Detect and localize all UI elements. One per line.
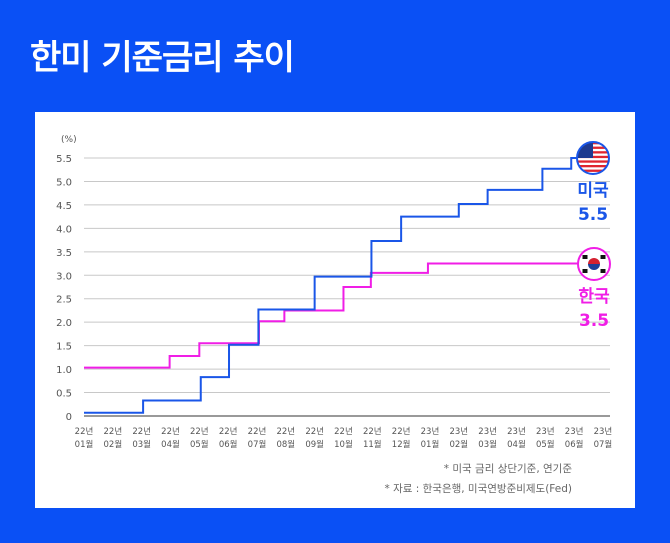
taegeuk-red <box>588 258 600 264</box>
y-tick-label: 4.5 <box>56 201 72 212</box>
x-tick-label-month: 07월 <box>248 439 267 450</box>
y-tick-label: 2.5 <box>56 295 72 306</box>
x-tick-label-month: 09월 <box>305 439 324 450</box>
x-tick-label-month: 04월 <box>507 439 526 450</box>
footnote-basis: * 미국 금리 상단기준, 연기준 <box>443 463 572 475</box>
x-tick-label-year: 22년 <box>104 426 123 437</box>
x-tick-label-month: 02월 <box>449 439 468 450</box>
x-tick-label-year: 22년 <box>219 426 238 437</box>
x-tick-label-year: 22년 <box>363 426 382 437</box>
x-tick-label-month: 06월 <box>565 439 584 450</box>
y-tick-label: 4.0 <box>56 224 72 235</box>
x-tick-label-year: 23년 <box>449 426 468 437</box>
x-tick-label-month: 02월 <box>104 439 123 450</box>
y-tick-label: 1.0 <box>56 365 72 376</box>
trigram <box>600 269 606 273</box>
x-tick-label-year: 22년 <box>190 426 209 437</box>
y-tick-label: 0.5 <box>56 389 72 400</box>
taegeuk-blue <box>588 264 600 270</box>
x-tick-label-year: 22년 <box>248 426 267 437</box>
x-tick-label-month: 01월 <box>421 439 440 450</box>
x-tick-label-year: 23년 <box>594 426 613 437</box>
x-tick-label-year: 22년 <box>132 426 151 437</box>
y-tick-label: 5.5 <box>56 154 72 165</box>
y-tick-label: 0 <box>66 412 72 423</box>
x-tick-label-year: 22년 <box>161 426 180 437</box>
korea-value: 3.5 <box>579 311 609 331</box>
x-tick-label-year: 22년 <box>334 426 353 437</box>
x-tick-label-month: 12월 <box>392 439 411 450</box>
x-tick-label-year: 22년 <box>276 426 295 437</box>
x-tick-label-month: 05월 <box>190 439 209 450</box>
x-tick-label-month: 11월 <box>363 439 382 450</box>
trigram <box>600 255 606 259</box>
chart-card: (%) 0 0.5 1.0 1.5 2.0 2.5 3.0 3.5 4.0 4.5 5.0 5.5 22년… <box>35 112 635 508</box>
page-title: 한미 기준금리 추이 <box>30 38 295 78</box>
y-tick-label: 2.0 <box>56 318 72 329</box>
us-label: 미국 <box>577 181 609 201</box>
us-flag-border <box>576 141 610 175</box>
x-tick-label-month: 03월 <box>132 439 151 450</box>
footnote-source: * 자료 : 한국은행, 미국연방준비제도(Fed) <box>384 483 573 495</box>
x-tick-label-year: 23년 <box>507 426 526 437</box>
trigram <box>582 269 588 273</box>
x-tick-label-month: 03월 <box>478 439 497 450</box>
x-tick-label-month: 07월 <box>594 439 613 450</box>
y-tick-label: 3.5 <box>56 248 72 259</box>
series-line-us <box>84 157 583 414</box>
x-tick-label-year: 22년 <box>305 426 324 437</box>
x-tick-label-year: 23년 <box>478 426 497 437</box>
x-tick-label-month: 04월 <box>161 439 180 450</box>
x-tick-label-year: 23년 <box>421 426 440 437</box>
x-tick-label-month: 05월 <box>536 439 555 450</box>
rate-chart: (%) 0 0.5 1.0 1.5 2.0 2.5 3.0 3.5 4.0 4.5 5.0 5.5 22년… <box>56 135 613 450</box>
x-tick-label-year: 23년 <box>536 426 555 437</box>
y-tick-label: 3.0 <box>56 271 72 282</box>
y-unit-label: (%) <box>61 135 77 145</box>
y-tick-label: 1.5 <box>56 342 72 353</box>
x-tick-label-month: 08월 <box>276 439 295 450</box>
us-value: 5.5 <box>578 205 608 225</box>
x-tick-label-year: 23년 <box>565 426 584 437</box>
x-tick-label-month: 01월 <box>75 439 94 450</box>
trigram <box>582 255 588 259</box>
x-tick-label-month: 06월 <box>219 439 238 450</box>
x-tick-label-year: 22년 <box>75 426 94 437</box>
x-tick-label-month: 10월 <box>334 439 353 450</box>
y-tick-label: 5.0 <box>56 177 72 188</box>
korea-label: 한국 <box>578 287 610 307</box>
series-line-korea <box>84 262 586 369</box>
x-tick-label-year: 22년 <box>392 426 411 437</box>
